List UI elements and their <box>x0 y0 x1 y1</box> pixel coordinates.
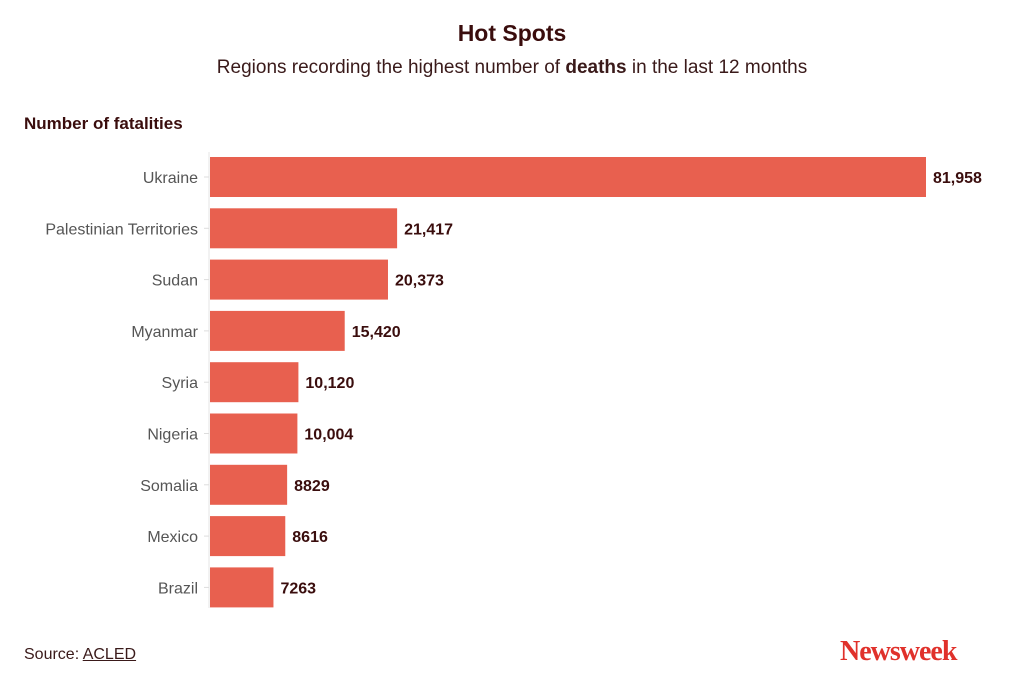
bar <box>210 259 388 300</box>
category-label: Myanmar <box>131 324 198 341</box>
value-label: 21,417 <box>404 221 453 238</box>
newsweek-logo: Newsweek <box>840 636 957 667</box>
category-label: Somalia <box>140 478 198 495</box>
value-label: 20,373 <box>395 273 444 290</box>
source-link[interactable]: ACLED <box>82 646 137 663</box>
value-label: 15,420 <box>352 324 401 341</box>
category-label: Palestinian Territories <box>45 221 198 238</box>
category-label: Nigeria <box>147 427 198 444</box>
bar <box>210 310 345 351</box>
axis-label: Number of fatalities <box>24 114 183 133</box>
chart-subtitle: Regions recording the highest number of … <box>0 57 1024 79</box>
bar <box>210 567 274 608</box>
category-label: Ukraine <box>143 170 198 187</box>
bar <box>210 516 286 557</box>
bar <box>210 464 288 505</box>
source-note: Source: ACLED <box>24 646 136 664</box>
bar <box>210 208 398 249</box>
value-label: 7263 <box>280 580 316 597</box>
bar <box>210 362 299 403</box>
subtitle-part: in the last 12 months <box>626 57 808 78</box>
category-label: Mexico <box>147 529 198 546</box>
value-label: 10,004 <box>304 427 353 444</box>
bar <box>210 413 298 454</box>
value-label: 8616 <box>292 529 328 546</box>
value-label: 8829 <box>294 478 330 495</box>
value-label: 81,958 <box>933 170 982 187</box>
category-label: Syria <box>162 375 199 392</box>
value-label: 10,120 <box>305 375 354 392</box>
category-label: Sudan <box>152 273 198 290</box>
category-label: Brazil <box>158 580 198 597</box>
source-prefix: Source: <box>24 646 83 663</box>
chart-title: Hot Spots <box>457 20 567 46</box>
subtitle-bold: deaths <box>565 57 627 78</box>
subtitle-part: Regions recording the highest number of <box>216 57 566 78</box>
bar <box>210 157 926 197</box>
